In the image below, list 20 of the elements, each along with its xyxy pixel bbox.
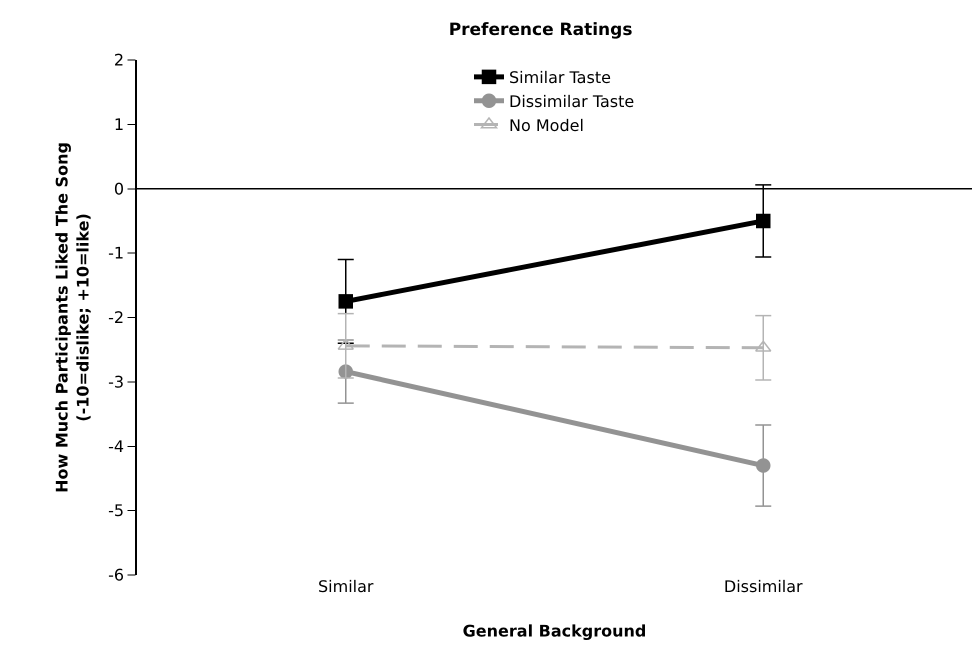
y-tick-label: -1 — [108, 244, 124, 263]
y-tick-label: -5 — [108, 501, 124, 520]
y-tick-label: -4 — [108, 436, 124, 456]
y-tick-label: 0 — [114, 179, 124, 198]
y-tick-label: 2 — [114, 50, 124, 70]
y-tick-label: -2 — [108, 308, 124, 328]
x-tick-label: Similar — [318, 577, 374, 596]
x-axis-title: General Background — [462, 622, 646, 641]
y-tick-label: 1 — [114, 114, 124, 134]
legend-label: No Model — [509, 116, 584, 135]
point — [756, 214, 770, 228]
y-tick-label: -6 — [108, 566, 124, 585]
legend-label: Similar Taste — [509, 68, 611, 88]
point — [756, 458, 770, 473]
point — [338, 294, 353, 309]
y-tick-label: -3 — [108, 372, 124, 392]
legend-label: Dissimilar Taste — [509, 92, 634, 111]
y-axis-title: How Much Participants Liked The Song (-10=dislike; +10=like) — [52, 142, 92, 493]
chart-title: Preference Ratings — [448, 20, 632, 40]
x-tick-label: Dissimilar — [724, 577, 804, 596]
